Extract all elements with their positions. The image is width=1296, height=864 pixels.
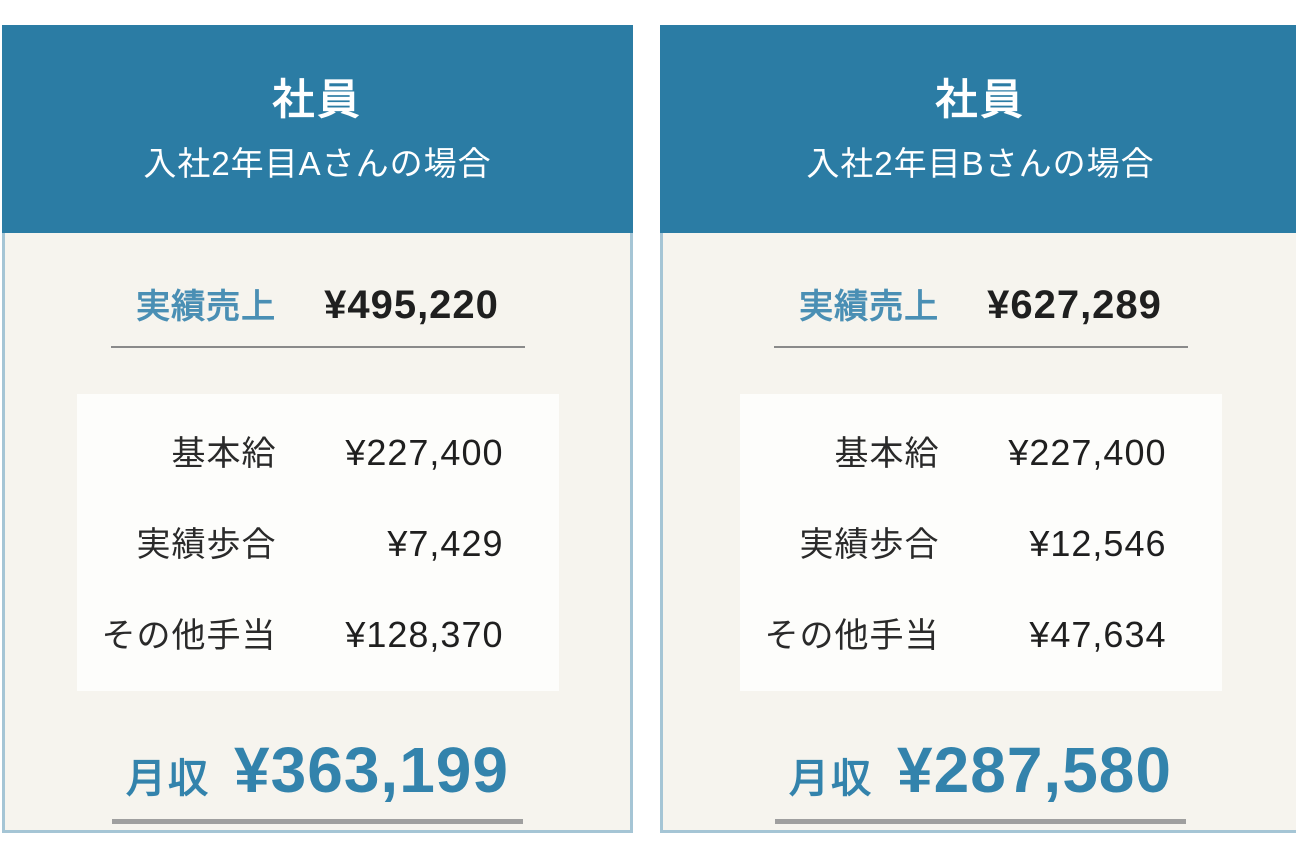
- breakdown-label: 基本給: [834, 435, 940, 473]
- sales-label: 実績売上: [799, 288, 940, 326]
- breakdown-label: 実績歩合: [136, 526, 277, 564]
- breakdown-value: ¥227,400: [345, 432, 504, 473]
- card-a-title: 社員: [272, 75, 363, 123]
- breakdown-row: 基本給 ¥227,400: [765, 426, 1167, 475]
- card-b-body: 実績売上 ¥627,289 基本給 ¥227,400 実績歩合 ¥12,546 …: [663, 233, 1296, 824]
- breakdown-row: 基本給 ¥227,400: [102, 426, 504, 475]
- card-b-header: 社員 入社2年目Bさんの場合: [660, 25, 1296, 233]
- breakdown-value: ¥47,634: [1029, 614, 1167, 655]
- card-a-total-row: 月収 ¥363,199: [112, 733, 523, 824]
- sales-label: 実績売上: [136, 288, 277, 326]
- breakdown-label: その他手当: [101, 617, 277, 655]
- breakdown-row: その他手当 ¥47,634: [765, 608, 1167, 657]
- total-label: 月収: [126, 757, 211, 801]
- breakdown-value: ¥128,370: [345, 614, 504, 655]
- card-b-sales-row: 実績売上 ¥627,289: [773, 279, 1188, 348]
- total-label: 月収: [789, 757, 874, 801]
- breakdown-label: 実績歩合: [799, 526, 940, 564]
- card-b-title: 社員: [935, 75, 1026, 123]
- card-b-total-row: 月収 ¥287,580: [775, 733, 1186, 824]
- card-a-sales-row: 実績売上 ¥495,220: [110, 279, 525, 348]
- breakdown-label: 基本給: [171, 435, 277, 473]
- sales-value: ¥495,220: [324, 283, 499, 327]
- card-b-breakdown-box: 基本給 ¥227,400 実績歩合 ¥12,546 その他手当 ¥47,634: [739, 394, 1222, 691]
- breakdown-row: その他手当 ¥128,370: [102, 608, 504, 657]
- breakdown-label: その他手当: [764, 617, 940, 655]
- sales-value: ¥627,289: [987, 283, 1162, 327]
- employee-card-b: 社員 入社2年目Bさんの場合 実績売上 ¥627,289 基本給 ¥227,40…: [660, 25, 1296, 833]
- breakdown-value: ¥12,546: [1029, 523, 1167, 564]
- card-b-subtitle: 入社2年目Bさんの場合: [806, 144, 1155, 182]
- breakdown-value: ¥227,400: [1008, 432, 1167, 473]
- breakdown-row: 実績歩合 ¥12,546: [765, 517, 1167, 566]
- card-a-breakdown-box: 基本給 ¥227,400 実績歩合 ¥7,429 その他手当 ¥128,370: [76, 394, 559, 691]
- total-value: ¥287,580: [897, 734, 1172, 806]
- total-value: ¥363,199: [234, 734, 509, 806]
- card-a-body: 実績売上 ¥495,220 基本給 ¥227,400 実績歩合 ¥7,429 そ…: [5, 233, 630, 824]
- card-a-subtitle: 入社2年目Aさんの場合: [143, 144, 492, 182]
- breakdown-value: ¥7,429: [387, 523, 504, 564]
- employee-card-a: 社員 入社2年目Aさんの場合 実績売上 ¥495,220 基本給 ¥227,40…: [2, 25, 633, 833]
- breakdown-row: 実績歩合 ¥7,429: [102, 517, 504, 566]
- card-a-header: 社員 入社2年目Aさんの場合: [2, 25, 633, 233]
